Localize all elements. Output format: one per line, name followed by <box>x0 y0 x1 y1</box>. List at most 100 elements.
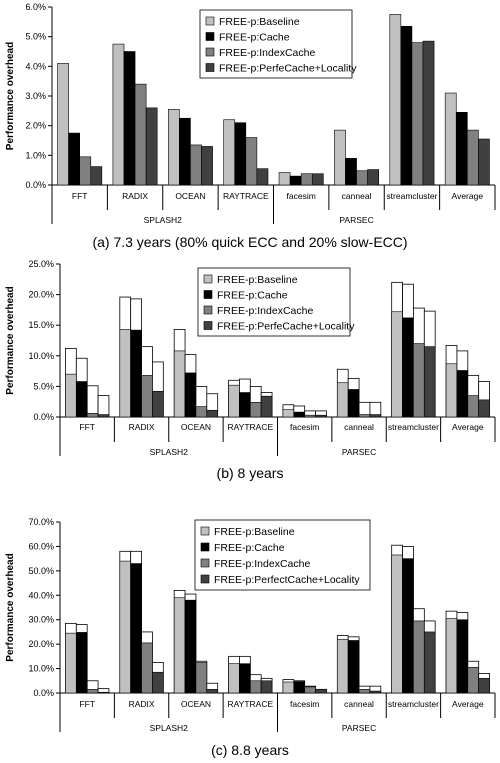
bar <box>97 691 110 694</box>
bar <box>245 137 258 186</box>
group-label: PARSEC <box>342 447 376 457</box>
x-tick-label: canneal <box>344 422 374 432</box>
bar <box>195 406 208 418</box>
bar <box>337 638 349 694</box>
bar <box>478 678 490 694</box>
bar <box>228 384 240 418</box>
bar <box>424 631 436 694</box>
legend-swatch <box>205 63 215 72</box>
bar <box>201 146 213 186</box>
bar <box>76 632 88 694</box>
x-tick-label: FFT <box>79 422 95 432</box>
y-axis-label: Performance overhead <box>5 42 16 150</box>
legend-swatch <box>205 47 215 57</box>
y-tick-label: 30.0% <box>28 615 54 625</box>
bar <box>239 392 251 418</box>
bar <box>145 107 158 186</box>
bar <box>444 92 457 186</box>
bar <box>478 399 490 418</box>
y-tick-label: 25.0% <box>28 259 54 269</box>
bar <box>402 317 414 418</box>
y-tick-label: 70.0% <box>28 517 54 527</box>
bar <box>223 119 236 186</box>
bar <box>293 681 305 694</box>
bar <box>367 169 380 186</box>
y-axis-label: Performance overhead <box>5 286 16 394</box>
bar <box>311 173 324 186</box>
x-tick-label: FFT <box>72 191 88 201</box>
bar <box>467 129 479 186</box>
x-tick-label: streamcluster <box>388 699 439 709</box>
bar <box>184 599 197 694</box>
bar <box>282 409 295 418</box>
y-tick-label: 20.0% <box>28 639 54 649</box>
y-tick-label: 3.0% <box>25 91 46 101</box>
x-tick-label: RADIX <box>129 422 155 432</box>
legend-swatch <box>200 526 210 536</box>
group-label: SPLASH2 <box>150 723 189 733</box>
x-tick-label: RAYTRACE <box>223 191 269 201</box>
bar <box>256 168 269 186</box>
y-tick-label: 50.0% <box>28 566 54 576</box>
bar <box>86 689 99 694</box>
bar <box>304 686 316 694</box>
y-tick-label: 10.0% <box>28 664 54 674</box>
bar-total <box>97 395 110 418</box>
legend-swatch <box>203 290 213 299</box>
y-tick-label: 2.0% <box>25 121 46 131</box>
x-tick-label: RADIX <box>122 191 148 201</box>
bar <box>300 173 313 186</box>
x-tick-label: canneal <box>342 191 372 201</box>
bar <box>402 558 414 694</box>
chart-caption: (c) 8.8 years <box>211 742 289 758</box>
bar <box>119 329 131 418</box>
bar <box>228 663 240 694</box>
bar <box>76 381 88 418</box>
y-tick-label: 1.0% <box>25 150 46 160</box>
y-tick-label: 6.0% <box>25 2 46 12</box>
bar <box>97 414 110 418</box>
group-label: PARSEC <box>339 215 373 225</box>
bar <box>141 642 153 694</box>
y-tick-label: 20.0% <box>28 290 54 300</box>
x-tick-label: OCEAN <box>175 191 205 201</box>
bar <box>119 560 131 694</box>
y-tick-label: 5.0% <box>33 381 54 391</box>
bar <box>90 166 103 186</box>
bar <box>206 409 218 418</box>
legend-box <box>199 9 353 79</box>
bar <box>347 640 360 694</box>
x-tick-label: streamcluster <box>388 422 439 432</box>
bar-total <box>86 385 99 418</box>
x-tick-label: RAYTRACE <box>227 422 273 432</box>
legend: FREE-p:Baseline FREE-p:Cache FREE-p:IndexC… <box>194 519 371 591</box>
x-tick-label: OCEAN <box>181 422 211 432</box>
bar <box>413 620 425 694</box>
legend-label: FREE-p:Baseline <box>219 16 300 28</box>
chart-caption: (b) 8 years <box>217 465 284 481</box>
bar <box>184 372 197 418</box>
bar <box>278 172 291 186</box>
bar <box>173 597 186 694</box>
bar <box>65 373 77 418</box>
x-tick-label: canneal <box>344 699 374 709</box>
chart-b: 0.0% 5.0% 10.0% 15.0% 20.0% 25.0% Performance … <box>5 259 496 481</box>
bar <box>467 395 479 418</box>
bar <box>68 132 80 186</box>
legend-swatch <box>200 558 210 568</box>
bar <box>467 667 479 694</box>
bar <box>389 14 402 186</box>
bar <box>369 690 382 694</box>
legend-swatch <box>205 32 215 41</box>
bar <box>250 680 262 694</box>
y-tick-label: 0.0% <box>33 688 54 698</box>
x-tick-label: facesim <box>290 422 319 432</box>
legend-swatch <box>203 274 213 284</box>
bar <box>112 43 125 186</box>
bar <box>141 375 153 418</box>
bar <box>86 413 99 418</box>
x-tick-label: FFT <box>79 699 95 709</box>
x-tick-label: OCEAN <box>181 699 211 709</box>
chart-caption: (a) 7.3 years (80% quick ECC and 20% slo… <box>92 234 407 250</box>
bar <box>337 382 349 418</box>
